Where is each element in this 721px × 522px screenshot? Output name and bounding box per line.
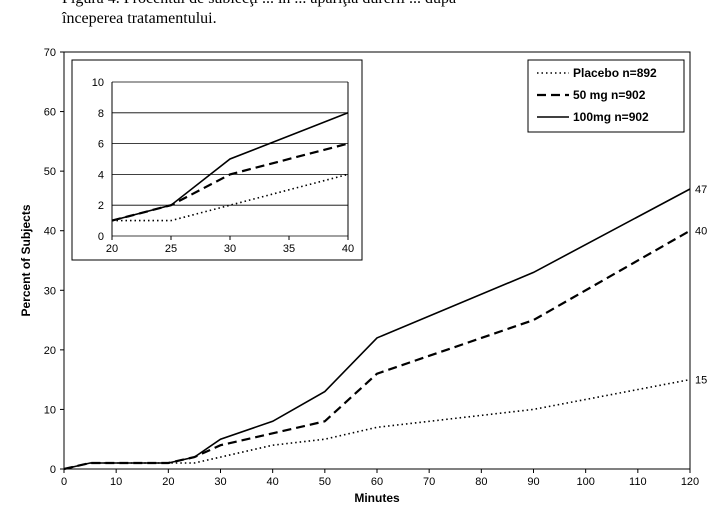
figure-caption-line-1: Figura 4. Procentul de subiecţi ... în .… [62,0,456,8]
inset-series-line-solid [111,112,349,222]
series-end-label: 15 [695,375,707,387]
series-line-dashed [63,229,691,471]
series-line-solid [63,188,691,470]
y-tick-label: 70 [44,47,56,59]
inset-y-tick-label: 4 [98,169,104,181]
inset-x-tick-label: 25 [165,243,177,255]
x-tick-label: 70 [423,476,435,488]
y-tick-label: 60 [44,107,56,119]
y-tick-label: 10 [44,404,56,416]
x-tick-label: 20 [162,476,174,488]
x-tick-label: 120 [681,476,699,488]
inset-y-tick-label: 0 [98,231,104,243]
series-line-dotted [63,378,691,470]
legend: Placebo n=892 50 mg n=902 100mg n=902 [527,59,685,133]
legend-entry: Placebo n=892 [573,66,657,80]
inset-y-tick-label: 6 [98,139,104,151]
x-tick-label: 110 [629,476,647,488]
figure-caption-line-2: începerea tratamentului. [62,10,217,27]
x-tick-label: 30 [214,476,226,488]
y-axis-title: Percent of Subjects [19,204,33,316]
inset-x-tick-label: 20 [106,243,118,255]
x-tick-label: 60 [371,476,383,488]
x-tick-label: 0 [61,476,67,488]
x-tick-label: 50 [319,476,331,488]
x-tick-label: 90 [527,476,539,488]
x-tick-label: 10 [110,476,122,488]
y-tick-label: 40 [44,226,56,238]
legend-entry: 50 mg n=902 [573,88,646,102]
inset-x-tick-label: 30 [224,243,236,255]
y-tick-label: 0 [50,464,56,476]
series-end-label: 47 [695,184,707,196]
inset-plot: 0 2 4 6 8 10 20 25 30 35 40 [71,59,363,261]
x-axis-title: Minutes [354,491,400,505]
inset-y-tick-label: 8 [98,108,104,120]
inset-y-tick-label: 2 [98,200,104,212]
inset-x-tick-label: 35 [283,243,295,255]
inset-x-tick-label: 40 [342,243,354,255]
x-tick-label: 40 [267,476,279,488]
legend-entry: 100mg n=902 [573,110,649,124]
y-tick-label: 50 [44,166,56,178]
inset-box [71,59,363,261]
y-tick-label: 30 [44,285,56,297]
x-tick-label: 100 [576,476,594,488]
inset-y-tick-label: 10 [92,77,104,89]
y-tick-label: 20 [44,345,56,357]
x-tick-label: 80 [475,476,487,488]
series-end-label: 40 [695,226,707,238]
inset-series-line-dotted [112,173,349,222]
